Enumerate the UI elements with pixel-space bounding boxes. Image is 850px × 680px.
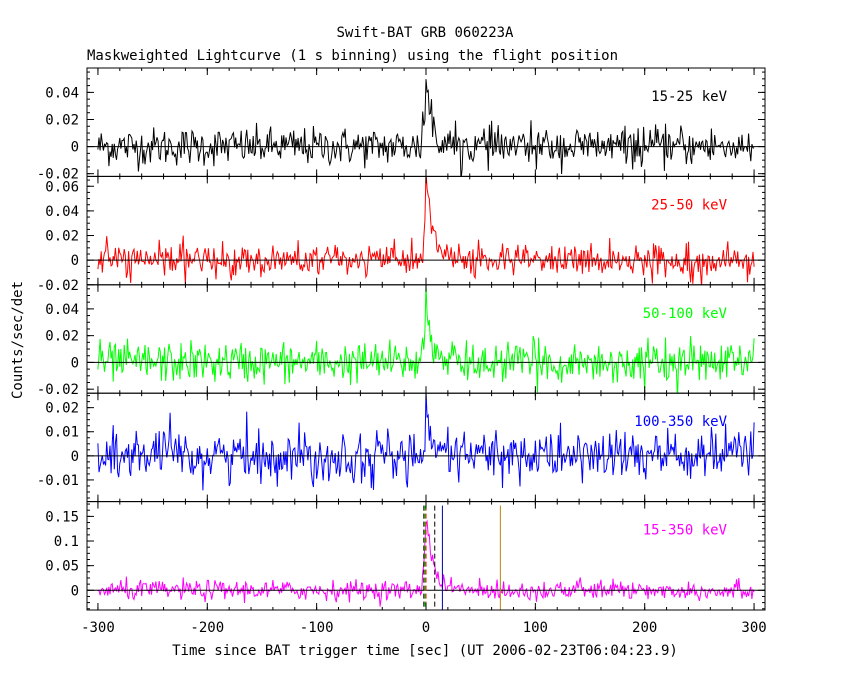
y-tick-label: 0.04 xyxy=(45,85,79,101)
x-tick-label: -200 xyxy=(190,620,224,636)
band-label-1: 15-25 keV xyxy=(651,89,727,105)
y-tick-label: 0.05 xyxy=(45,559,79,575)
x-tick-label: 300 xyxy=(741,620,766,636)
y-tick-label: 0.02 xyxy=(45,329,79,345)
panel-3: -0.02 0 0.02 0.04 50-100 keV xyxy=(37,284,766,398)
x-tick-label: 200 xyxy=(632,620,657,636)
x-tick-label: 0 xyxy=(422,620,430,636)
y-tick-label: 0.04 xyxy=(45,302,79,318)
chart-subtitle: Maskweighted Lightcurve (1 s binning) us… xyxy=(87,48,618,64)
series-line-4 xyxy=(97,393,755,491)
y-tick-label: 0.01 xyxy=(45,425,79,441)
y-tick-label: 0.15 xyxy=(45,509,79,525)
y-tick-label: -0.02 xyxy=(37,167,79,183)
band-label-4: 100-350 keV xyxy=(634,414,727,430)
panel-1: -0.02 0 0.02 0.04 15-25 keV xyxy=(37,67,766,183)
panel-5: 0 0.05 0.1 0.15 15-350 keV xyxy=(45,501,766,611)
panel-4: -0.01 0 0.01 0.02 100-350 keV xyxy=(37,392,766,503)
chart-title: Swift-BAT GRB 060223A xyxy=(336,25,514,41)
y-tick-label: 0 xyxy=(71,140,79,156)
series-line-1 xyxy=(97,79,755,177)
y-tick-label: 0.02 xyxy=(45,401,79,417)
y-tick-label: 0.1 xyxy=(54,534,79,550)
panel-2: -0.02 0 0.02 0.04 0.06 25-50 keV xyxy=(37,175,766,294)
band-label-3: 50-100 keV xyxy=(643,306,728,322)
y-tick-label: -0.02 xyxy=(37,382,79,398)
band-label-2: 25-50 keV xyxy=(651,197,727,213)
y-tick-label: 0 xyxy=(71,449,79,465)
x-axis-label: Time since BAT trigger time [sec] (UT 20… xyxy=(172,643,678,659)
y-tick-label: -0.01 xyxy=(37,473,79,489)
x-tick-label: 100 xyxy=(523,620,548,636)
band-label-5: 15-350 keV xyxy=(643,523,728,539)
panels-group: -0.02 0 0.02 0.04 15-25 keV -0.02 0 0.02 0.04 0.0… xyxy=(37,67,766,611)
y-tick-label: 0 xyxy=(71,583,79,599)
y-tick-label: 0 xyxy=(71,355,79,371)
x-tick-label: -300 xyxy=(81,620,115,636)
y-tick-label: 0.02 xyxy=(45,112,79,128)
y-tick-label: -0.02 xyxy=(37,278,79,294)
series-line-2 xyxy=(97,176,755,285)
series-line-3 xyxy=(97,284,755,394)
y-tick-label: 0.06 xyxy=(45,179,79,195)
y-tick-label: 0 xyxy=(71,253,79,269)
y-tick-label: 0.04 xyxy=(45,204,79,220)
y-axis-label: Counts/sec/det xyxy=(10,281,26,399)
x-axis-ticks: -300 -200 -100 0 100 200 300 xyxy=(81,620,767,636)
y-tick-label: 0.02 xyxy=(45,229,79,245)
x-tick-label: -100 xyxy=(300,620,334,636)
